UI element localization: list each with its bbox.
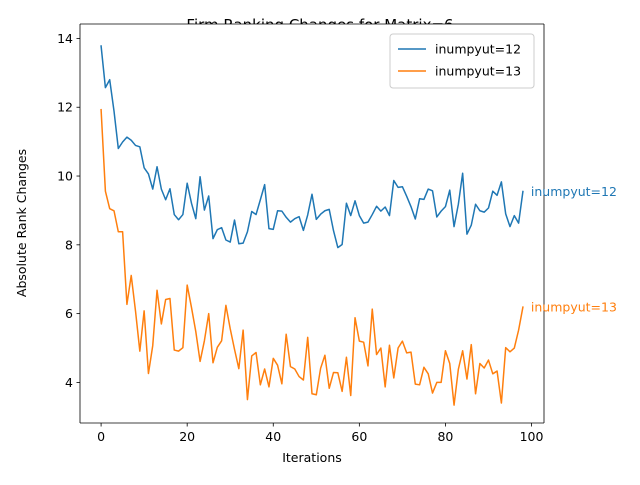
x-tick-label: 60 [351, 429, 367, 444]
y-tick-label: 14 [57, 31, 73, 46]
end-labels-layer: inumpyut=12 inumpyut=13 [531, 184, 617, 315]
y-tick-label: 4 [65, 375, 73, 390]
legend: inumpyut=12 inumpyut=13 [389, 33, 535, 89]
legend-box [389, 33, 535, 89]
legend-label-2: inumpyut=13 [435, 64, 521, 79]
x-tick-label: 80 [437, 429, 453, 444]
y-tick-label: 8 [65, 237, 73, 252]
axes-layer: 0 20 40 60 80 100 4 6 8 10 12 14 [57, 23, 545, 444]
x-tick-label: 20 [179, 429, 195, 444]
x-tick-label: 40 [265, 429, 281, 444]
x-tick-label: 0 [97, 429, 105, 444]
series-end-label-2: inumpyut=13 [531, 300, 617, 315]
series-end-label-1: inumpyut=12 [531, 184, 617, 199]
y-tick-label: 6 [65, 306, 73, 321]
y-axis-label: Absolute Rank Changes [14, 149, 29, 297]
legend-label-1: inumpyut=12 [435, 42, 521, 57]
y-tick-label: 10 [57, 169, 73, 184]
y-tick-label: 12 [57, 100, 73, 115]
series-line-1 [100, 45, 524, 249]
series-line-2 [100, 108, 524, 406]
x-axis-label: Iterations [282, 450, 342, 465]
x-tick-label: 100 [520, 429, 544, 444]
series-layer [100, 45, 524, 406]
